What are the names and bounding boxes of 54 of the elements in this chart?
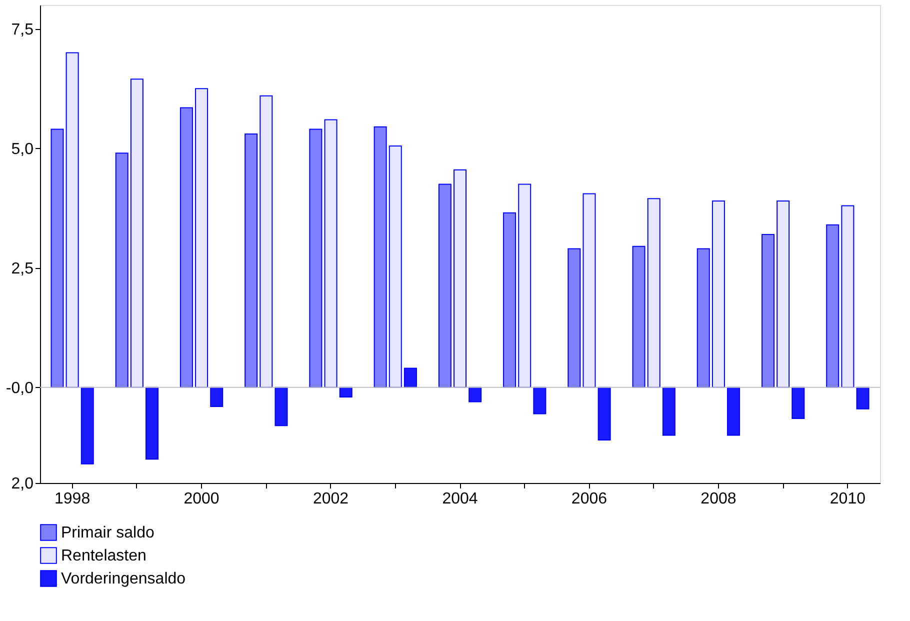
bar	[856, 386, 870, 410]
bar	[50, 128, 64, 388]
x-tick-label: 2004	[442, 490, 478, 508]
bar	[792, 386, 805, 419]
x-tick-label: 2000	[184, 490, 220, 508]
bar	[324, 119, 338, 388]
bar	[647, 198, 660, 388]
bar	[195, 88, 208, 388]
bar	[503, 212, 516, 388]
bar	[518, 184, 532, 388]
y-tick-label: 2,5	[11, 260, 34, 278]
bar	[776, 200, 790, 388]
bar	[404, 368, 417, 388]
bar	[582, 193, 596, 388]
bar	[712, 200, 725, 388]
bar	[274, 386, 288, 426]
bar	[696, 248, 710, 388]
bar	[598, 386, 611, 440]
x-tick-label: 2010	[830, 490, 866, 508]
bar	[260, 95, 273, 388]
x-tick-label: 2002	[312, 490, 349, 508]
bar	[727, 386, 740, 436]
bar	[388, 146, 402, 388]
bar	[533, 386, 546, 414]
legend-label: Vorderingensaldo	[61, 570, 186, 588]
bar	[339, 386, 352, 398]
bar	[568, 248, 581, 388]
bar	[130, 78, 144, 388]
bar	[468, 386, 482, 402]
legend-label: Rentelasten	[61, 548, 146, 564]
bar	[632, 246, 646, 388]
bar	[210, 386, 224, 408]
bar	[841, 205, 854, 388]
x-tick-label: 2006	[571, 490, 608, 508]
x-tick-label: 1998	[54, 490, 90, 508]
bar	[662, 386, 676, 436]
bar	[180, 107, 193, 388]
bar	[244, 134, 258, 388]
legend-label: Primair saldo	[61, 524, 154, 542]
bar	[66, 52, 79, 388]
bar	[80, 386, 94, 464]
bar	[146, 386, 158, 460]
bar	[762, 234, 774, 388]
bar	[826, 224, 840, 388]
bar	[454, 169, 466, 388]
y-tick-label: 5,0	[11, 140, 34, 158]
y-tick-label: -0,0	[6, 380, 34, 397]
bar	[115, 152, 128, 388]
x-tick-label: 2008	[700, 490, 736, 508]
y-tick-label: 2,0	[11, 476, 34, 492]
y-tick-label: 7,5	[11, 21, 34, 38]
bar	[374, 126, 387, 388]
bar	[438, 184, 452, 388]
bar	[309, 128, 322, 388]
